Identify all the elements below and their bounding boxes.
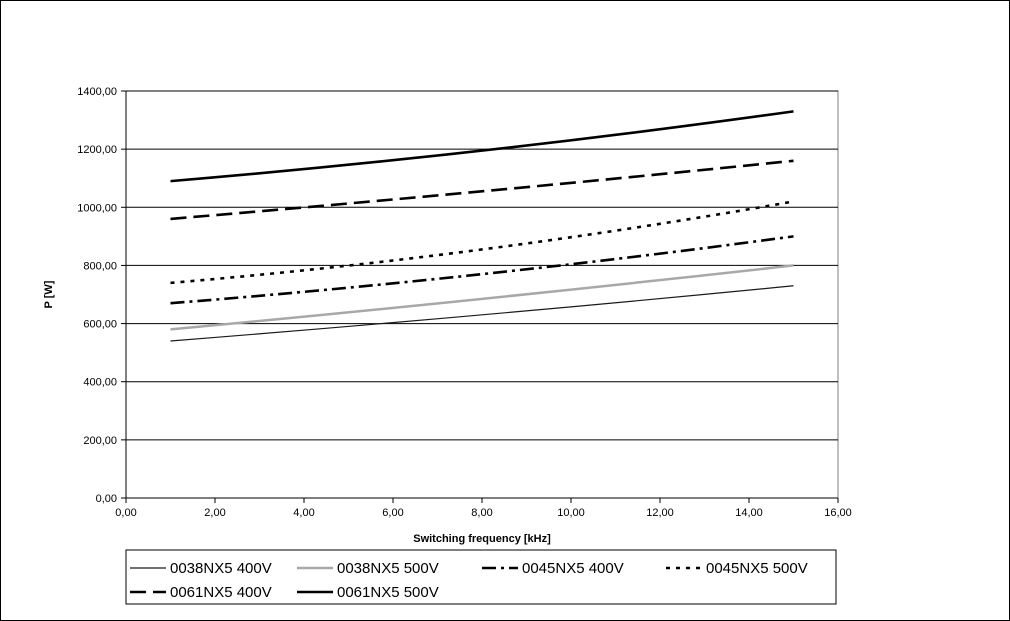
- x-tick-label: 2,00: [204, 507, 225, 519]
- series-line-3: [170, 200, 794, 285]
- y-tick-label: 1200,00: [77, 144, 117, 156]
- y-tick-label: 200,00: [83, 435, 117, 447]
- x-tick-label: 0,00: [115, 507, 136, 519]
- legend-label-3: 0045NX5 500V: [706, 560, 808, 577]
- legend-label-2: 0045NX5 400V: [522, 560, 624, 577]
- x-axis-title: Switching frequency [kHz]: [413, 533, 551, 545]
- series-line-2: [170, 235, 794, 305]
- plot-area: [125, 90, 839, 499]
- x-tick-label: 14,00: [735, 507, 763, 519]
- legend-label-5: 0061NX5 500V: [337, 584, 439, 601]
- series-line-4: [170, 159, 794, 221]
- x-tick-label: 10,00: [557, 507, 585, 519]
- series-line-0: [170, 285, 794, 342]
- x-tick-label: 8,00: [471, 507, 492, 519]
- legend-label-0: 0038NX5 400V: [170, 560, 272, 577]
- y-tick-label: 800,00: [83, 260, 117, 272]
- legend-box: [125, 549, 837, 605]
- series-line-1: [170, 264, 794, 331]
- x-tick-label: 16,00: [824, 507, 852, 519]
- y-axis-title: P [W]: [43, 280, 55, 308]
- y-tick-label: 400,00: [83, 377, 117, 389]
- y-tick-label: 1400,00: [77, 86, 117, 98]
- x-tick-label: 6,00: [382, 507, 403, 519]
- legend-label-4: 0061NX5 400V: [170, 584, 272, 601]
- y-tick-label: 0,00: [96, 493, 117, 505]
- x-tick-label: 12,00: [646, 507, 674, 519]
- x-tick-label: 4,00: [293, 507, 314, 519]
- series-line-5: [170, 110, 794, 183]
- legend-label-1: 0038NX5 500V: [337, 560, 439, 577]
- y-tick-label: 1000,00: [77, 202, 117, 214]
- y-tick-label: 600,00: [83, 319, 117, 331]
